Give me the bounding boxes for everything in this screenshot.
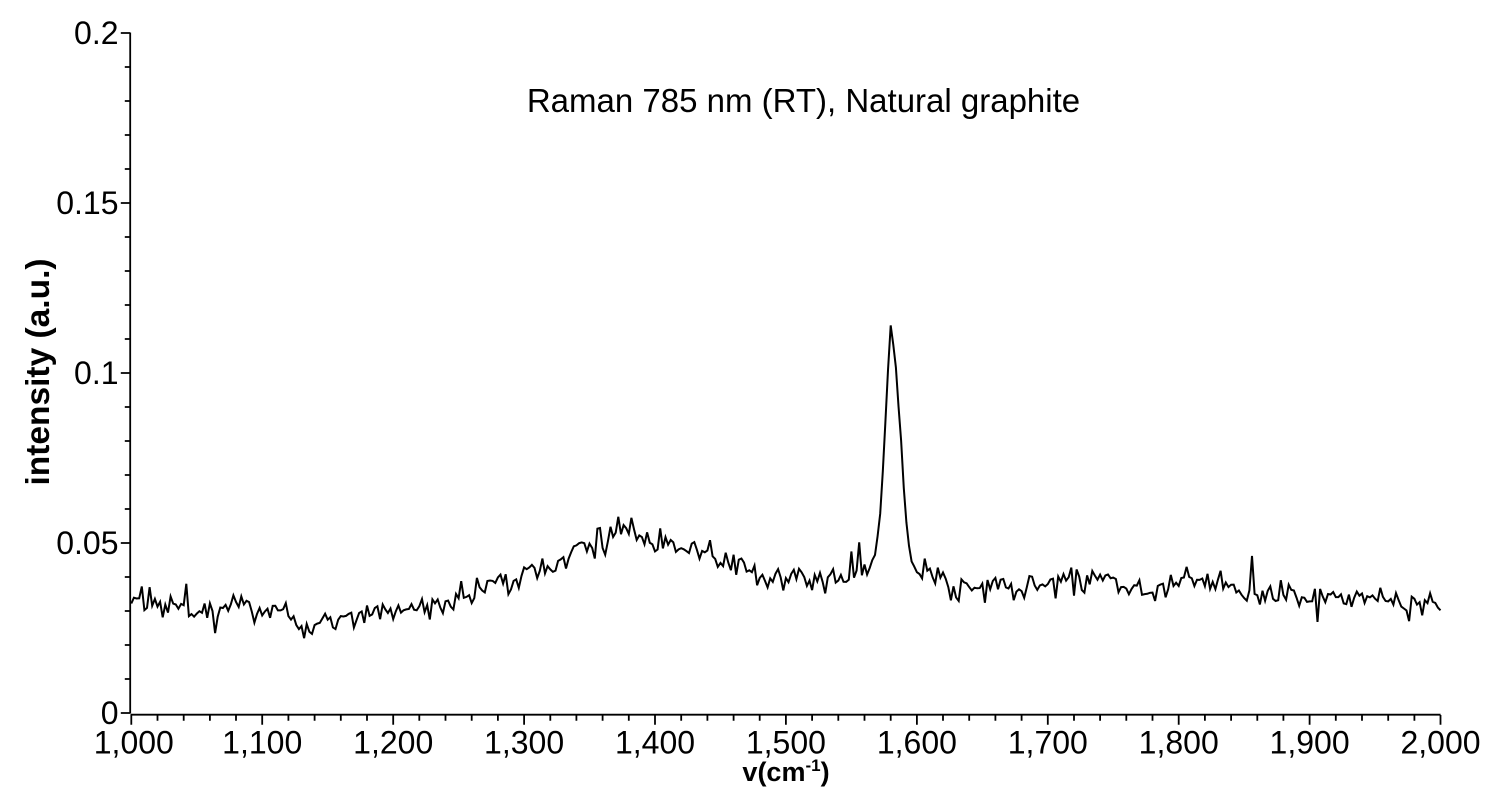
svg-text:v(cm-1): v(cm-1) [742, 756, 829, 787]
svg-text:1,100: 1,100 [222, 725, 302, 761]
svg-text:0.2: 0.2 [74, 15, 118, 51]
svg-text:1,400: 1,400 [615, 725, 695, 761]
svg-text:1,200: 1,200 [353, 725, 433, 761]
svg-text:1,500: 1,500 [746, 725, 826, 761]
svg-text:2,000: 2,000 [1400, 725, 1480, 761]
svg-text:1,900: 1,900 [1270, 725, 1350, 761]
svg-text:Raman 785 nm (RT), Natural gra: Raman 785 nm (RT), Natural graphite [527, 82, 1080, 119]
svg-text:0.05: 0.05 [56, 525, 118, 561]
svg-text:0.1: 0.1 [74, 355, 118, 391]
svg-text:1,800: 1,800 [1139, 725, 1219, 761]
svg-text:0: 0 [101, 695, 119, 731]
svg-text:1,700: 1,700 [1008, 725, 1088, 761]
svg-text:1,300: 1,300 [484, 725, 564, 761]
svg-text:intensity (a.u.): intensity (a.u.) [20, 258, 57, 485]
svg-text:1,600: 1,600 [877, 725, 957, 761]
svg-text:1,000: 1,000 [94, 725, 174, 761]
svg-text:0.15: 0.15 [56, 185, 118, 221]
